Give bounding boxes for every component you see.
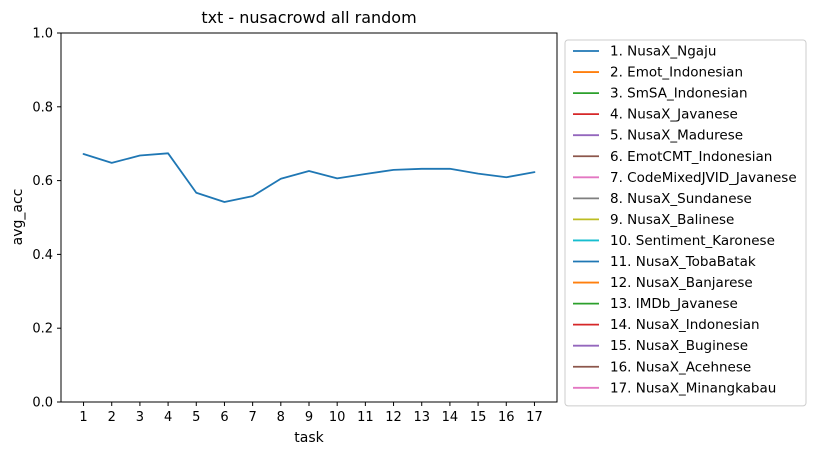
x-tick-label: 4	[164, 410, 172, 425]
x-tick-label: 3	[136, 410, 144, 425]
x-axis-title: task	[294, 430, 324, 446]
legend-entry-label: 17. NusaX_Minangkabau	[610, 380, 776, 396]
x-tick-label: 9	[305, 410, 313, 425]
legend-entry-label: 13. IMDb_Javanese	[610, 296, 738, 312]
legend-entry-label: 3. SmSA_Indonesian	[610, 86, 748, 102]
y-axis-title-group: avg_acc	[10, 189, 26, 246]
y-tick-label: 0.2	[32, 322, 53, 337]
series-line	[82, 152, 536, 203]
y-tick-label: 0.0	[32, 396, 53, 411]
legend-entry-label: 5. NusaX_Madurese	[610, 128, 743, 144]
x-tick-label: 8	[277, 410, 285, 425]
x-tick-label: 5	[192, 410, 200, 425]
legend-entry-label: 12. NusaX_Banjarese	[610, 275, 753, 291]
legend-entry-label: 6. EmotCMT_Indonesian	[610, 149, 772, 165]
y-axis-title: avg_acc	[10, 189, 26, 246]
x-tick-label: 13	[413, 410, 430, 425]
legend: 1. NusaX_Ngaju 2. Emot_Indonesian 3. SmSA_…	[564, 39, 807, 407]
x-tick-label: 2	[108, 410, 116, 425]
x-tick-label: 14	[442, 410, 459, 425]
legend-entry-label: 15. NusaX_Buginese	[610, 338, 748, 354]
legend-entry-label: 11. NusaX_TobaBatak	[610, 254, 756, 270]
legend-frame	[564, 39, 807, 407]
x-tick-label: 1	[79, 410, 87, 425]
legend-entry-label: 2. Emot_Indonesian	[610, 65, 743, 81]
x-tick-label: 11	[357, 410, 374, 425]
legend-entry-label: 8. NusaX_Sundanese	[610, 191, 752, 207]
x-tick-label: 7	[248, 410, 256, 425]
legend-entry-label: 1. NusaX_Ngaju	[610, 44, 716, 60]
x-tick-label: 6	[220, 410, 228, 425]
x-tick-label: 15	[470, 410, 487, 425]
legend-entry-label: 9. NusaX_Balinese	[610, 212, 734, 228]
plot-area: 1 2 3 4 5 6 7 8 9 10 11 12 13 14 15 16 170.00.20.40.60.8…	[32, 27, 558, 425]
y-tick-label: 0.4	[32, 248, 53, 263]
y-tick-label: 1.0	[32, 27, 53, 42]
legend-entry-label: 4. NusaX_Javanese	[610, 107, 738, 123]
legend-entry-label: 10. Sentiment_Karonese	[610, 233, 775, 249]
legend-entry-label: 14. NusaX_Indonesian	[610, 317, 760, 333]
legend-entry-label: 7. CodeMixedJVID_Javanese	[610, 170, 797, 186]
legend-entry-label: 16. NusaX_Acehnese	[610, 359, 751, 375]
chart-title: txt - nusacrowd all random	[201, 8, 416, 27]
x-tick-label: 10	[329, 410, 346, 425]
y-tick-label: 0.8	[32, 100, 53, 115]
x-tick-label: 16	[498, 410, 515, 425]
x-tick-label: 17	[526, 410, 543, 425]
y-tick-label: 0.6	[32, 174, 53, 189]
x-tick-label: 12	[385, 410, 402, 425]
plot-frame	[60, 32, 558, 403]
